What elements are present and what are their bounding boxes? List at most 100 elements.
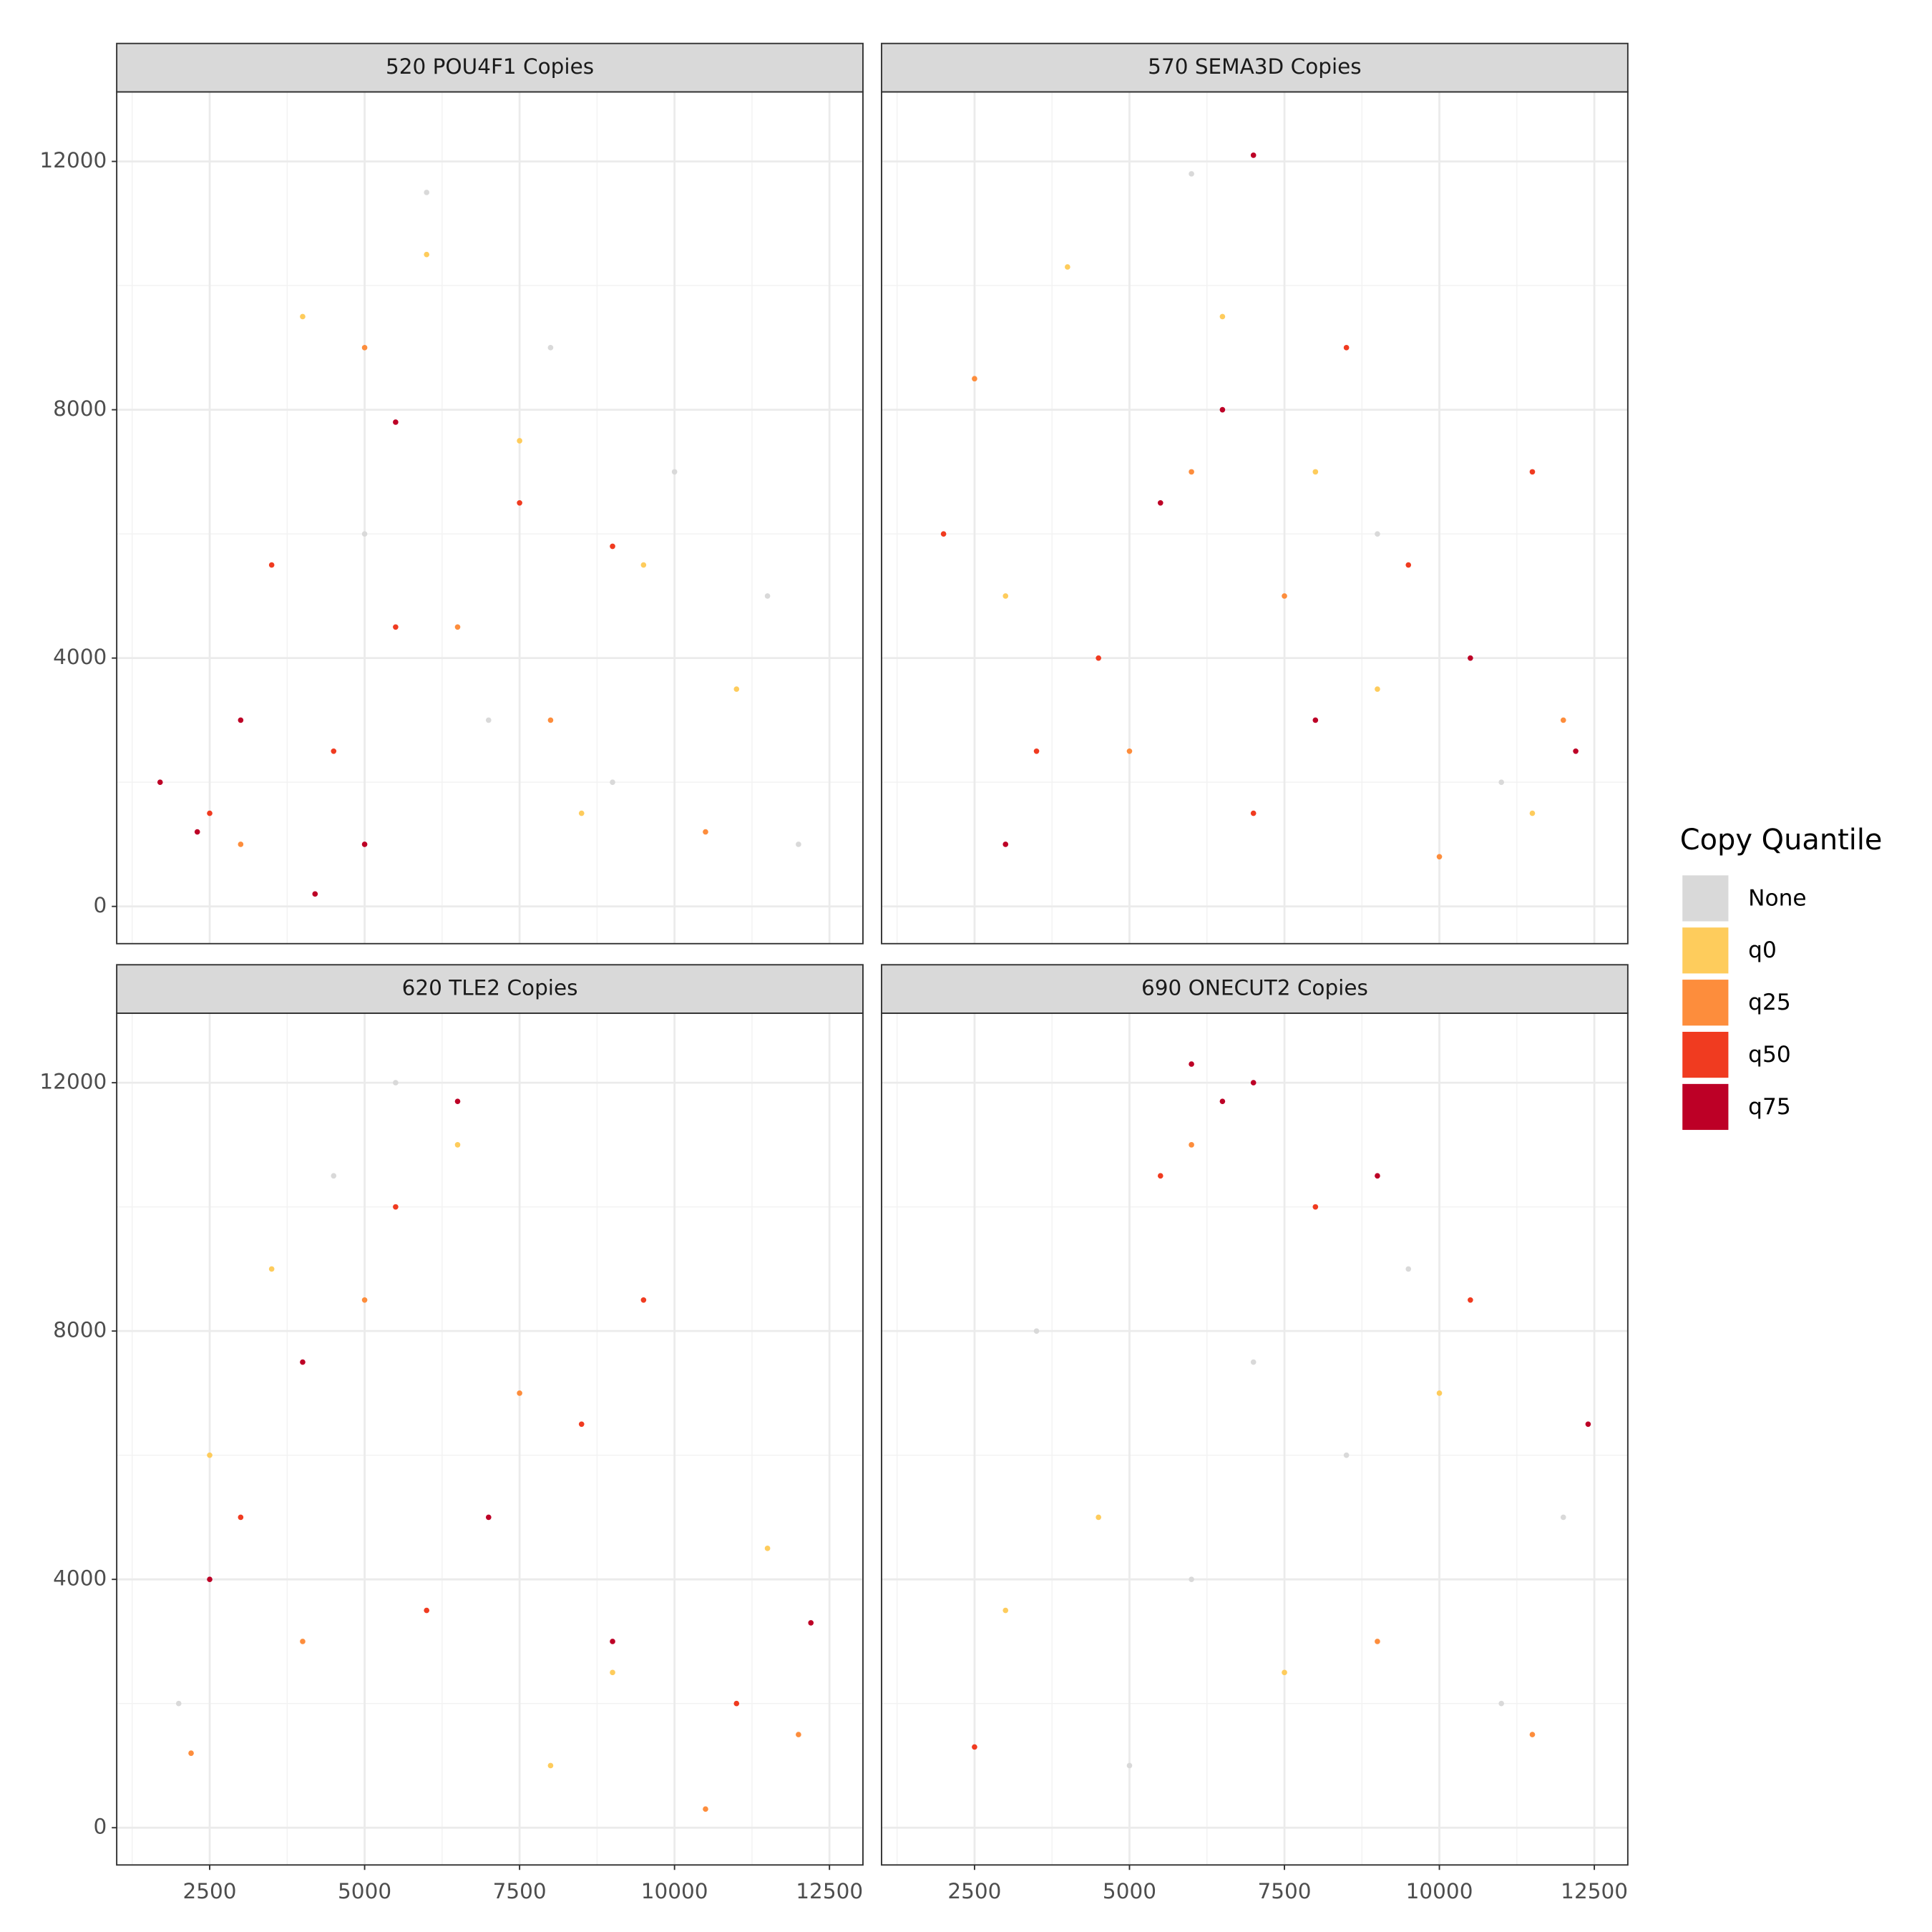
y-tick-label: 8000 [53,396,107,421]
cell-point [393,419,399,425]
strip-title: 570 SEMA3D Copies [1148,54,1361,79]
strip-title: 520 POU4F1 Copies [386,54,594,79]
cell-point [610,1639,615,1644]
cell-point [238,1514,244,1521]
cell-point [1529,810,1536,816]
cell-point [1002,1607,1009,1614]
cell-point [1189,469,1194,475]
legend-title: Copy Quantile [1680,824,1883,857]
cell-point [640,562,647,568]
cell-point [1096,1514,1101,1521]
cell-point [1560,1514,1566,1521]
panel: 690 ONECUT2 Copies 2500 5000 7500 10000 12500 [881,964,1629,1903]
cell-point [1375,1173,1380,1179]
cell-point [424,190,430,195]
cell-point [517,499,522,506]
cell-point [238,717,244,723]
x-tick-label: 2500 [183,1879,237,1903]
cell-point [1189,171,1194,177]
cell-point [517,438,522,444]
panel-background [117,1013,863,1865]
cell-point [1126,1762,1133,1769]
x-tick-label: 10000 [641,1879,708,1903]
x-tick-label: 12500 [796,1879,863,1903]
cell-point [940,531,947,537]
cell-point [1405,562,1412,568]
cell-point [454,624,461,630]
cell-point [1250,1359,1257,1365]
cell-point [1065,264,1070,270]
cell-point [547,717,554,723]
cell-point [640,1297,647,1303]
cell-point [703,1806,708,1813]
strip [881,42,1629,93]
cell-point [1343,345,1350,351]
cell-point [796,841,801,847]
cell-point [1096,655,1101,661]
cell-point [268,562,275,568]
panel: 620 TLE2 Copies 0 4000 8000 12000 2500 5000 750… [39,964,864,1903]
cell-point [1573,748,1579,754]
legend-key [1682,927,1729,974]
cell-point [393,624,399,630]
cell-point [1157,499,1163,506]
cell-point [1436,1390,1443,1396]
x-tick-label: 7500 [493,1879,547,1903]
cell-point [1529,469,1536,475]
cell-point [733,1700,740,1707]
cell-point [1375,1639,1380,1644]
cell-point [547,345,554,351]
cell-point [1189,1142,1194,1148]
cell-point [312,891,318,897]
y-tick-label: 0 [93,893,107,917]
cell-point [300,1359,306,1365]
cell-point [578,810,585,816]
x-tick-label: 12500 [1561,1879,1628,1903]
legend-label: q25 [1748,990,1791,1015]
cell-point [517,1390,522,1396]
cell-point [424,251,430,258]
cell-point [1560,717,1566,723]
x-tick-label: 5000 [1103,1879,1156,1903]
panel: 520 POU4F1 Copies 0 4000 8000 12000 [39,42,864,945]
cell-point [393,1204,399,1210]
cell-point [1250,152,1257,158]
cell-point [1250,1080,1257,1085]
cell-point [671,469,678,475]
cell-point [1405,1266,1412,1272]
cell-point [610,779,615,786]
cell-point [331,1173,337,1179]
cell-point [1219,1098,1226,1104]
x-tick-label: 7500 [1257,1879,1311,1903]
panel: 570 SEMA3D Copies [881,42,1629,945]
cell-point [578,1421,585,1428]
y-tick-label: 12000 [39,1070,107,1094]
x-tick-label: 2500 [947,1879,1001,1903]
cell-point [393,1080,399,1085]
cell-point [268,1266,275,1272]
y-tick-label: 0 [93,1815,107,1839]
cell-point [1375,531,1380,537]
cell-point [1498,1700,1504,1707]
cell-point [703,829,708,835]
cell-point [1126,748,1133,754]
strip-title: 690 ONECUT2 Copies [1141,976,1368,1000]
cell-point [733,686,740,692]
cell-point [207,810,213,816]
cell-point [238,841,244,847]
cell-point [1219,313,1226,320]
cell-point [1529,1732,1536,1737]
strip [881,964,1629,1014]
cell-point [361,345,368,351]
cell-point [610,1669,615,1676]
strip [116,964,864,1014]
cell-point [361,531,368,537]
cell-point [157,779,163,786]
cell-point [972,376,977,382]
cell-point [361,841,368,847]
cell-point [175,1700,182,1707]
cell-point [1189,1576,1194,1583]
cell-point [1375,686,1380,692]
cell-point [485,1514,492,1521]
